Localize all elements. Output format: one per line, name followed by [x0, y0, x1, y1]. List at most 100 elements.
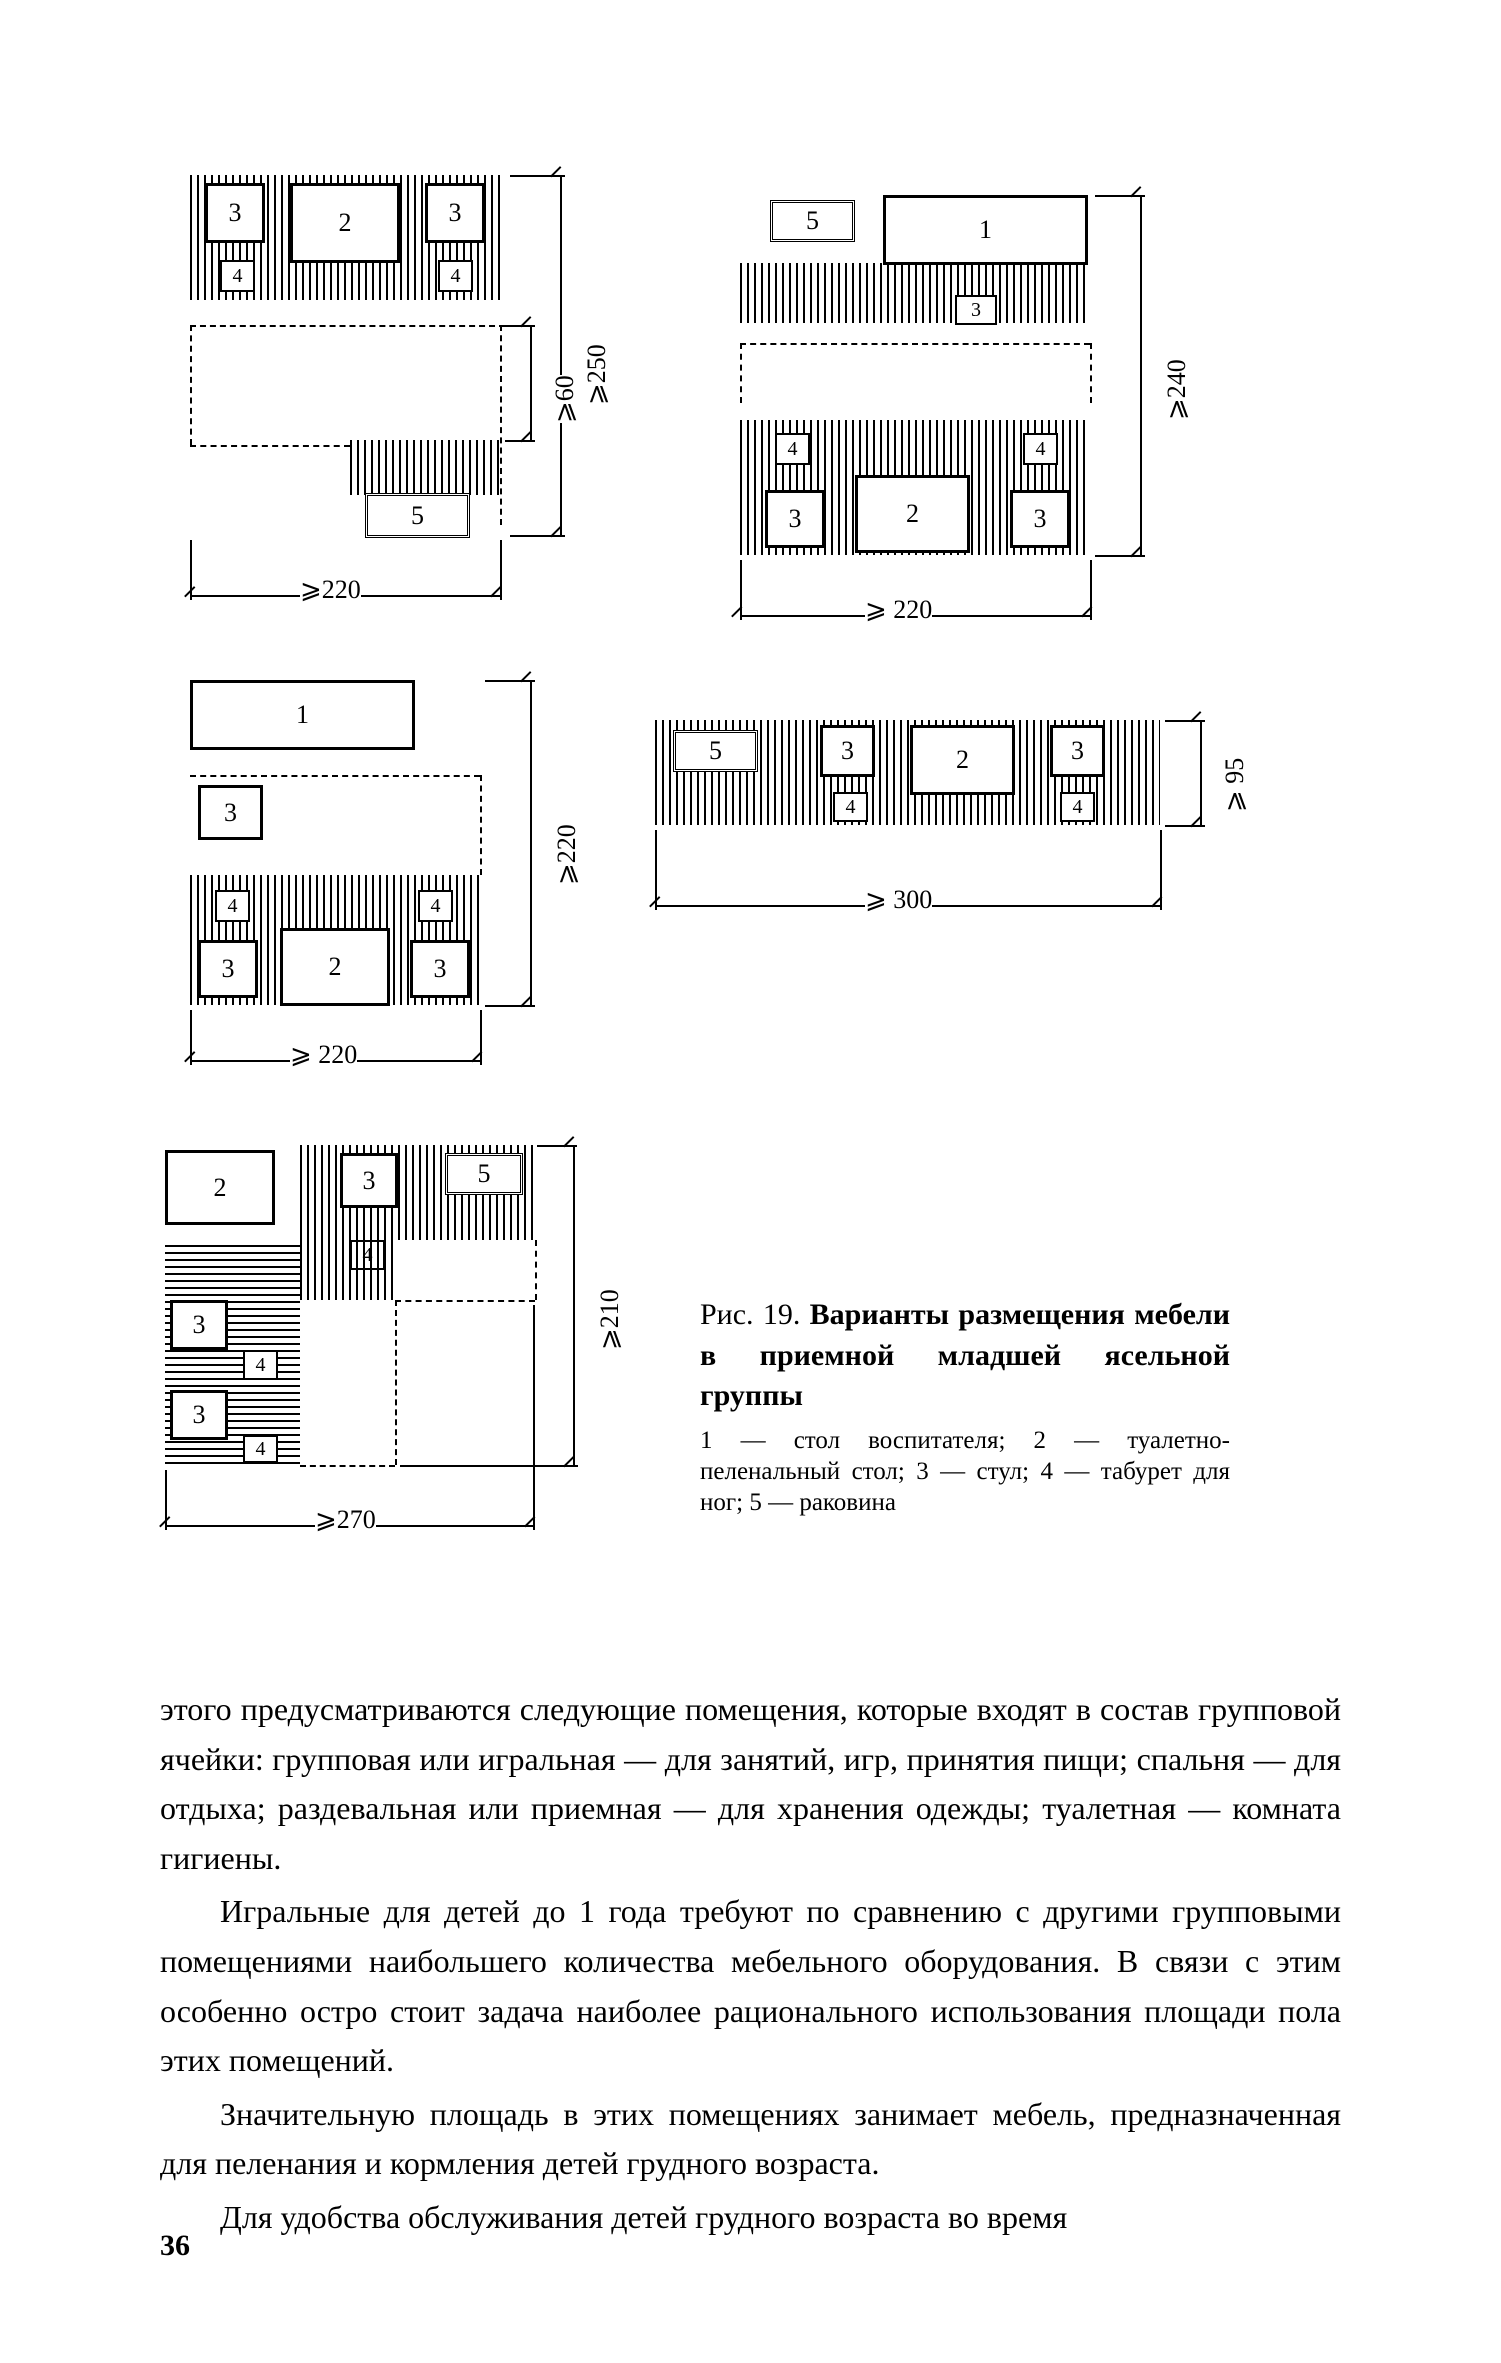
- dim-ext: [500, 540, 502, 600]
- item-1: 1: [883, 195, 1088, 265]
- dim-w220: ⩾220: [300, 575, 361, 605]
- dim-line: [530, 325, 532, 440]
- item-2: 2: [855, 475, 970, 553]
- dim-closure: [520, 316, 540, 336]
- item-label: 3: [1034, 504, 1047, 534]
- item-label: 4: [451, 265, 461, 288]
- page-number: 36: [160, 2229, 190, 2263]
- item-label: 5: [478, 1159, 491, 1189]
- paragraph: Для удобства обслуживания детей грудного…: [160, 2193, 1341, 2243]
- paragraph: этого предусматриваются следующие помеще…: [160, 1685, 1341, 1883]
- item-label: 3: [449, 198, 462, 228]
- item-3: 3: [765, 490, 825, 548]
- item-label: 3: [222, 954, 235, 984]
- dash-line: [535, 1240, 537, 1300]
- item-4: 4: [220, 260, 255, 292]
- item-4: 4: [438, 260, 473, 292]
- item-label: 4: [788, 438, 798, 461]
- panel-d: 5 1 3 4 4 3 2 3 ⩾ 220 ⩾240: [715, 195, 1185, 670]
- dim-closure: [520, 996, 540, 1016]
- item-label: 4: [1036, 438, 1046, 461]
- paragraph: Игральные для детей до 1 года требуют по…: [160, 1887, 1341, 2085]
- dim-h220: ⩾220: [552, 824, 582, 885]
- dim-closure: [563, 1456, 583, 1476]
- dim-closure: [184, 1051, 204, 1071]
- dim-line: [573, 1145, 575, 1465]
- panel-c: 2 3 5 4 3 4 3 4 ⩾270 ⩾210: [165, 1145, 595, 1555]
- item-1: 1: [190, 680, 415, 750]
- dash-line: [395, 1300, 397, 1465]
- item-label: 1: [296, 700, 309, 730]
- dim-line: [560, 175, 562, 535]
- panel-b: 1 3 4 4 3 2 3 ⩾ 220 ⩾220: [190, 680, 560, 1080]
- item-4: 4: [1023, 433, 1058, 465]
- dash-line: [190, 325, 505, 327]
- item-label: 4: [846, 796, 856, 819]
- item-label: 3: [363, 1166, 376, 1196]
- dim-closure: [731, 606, 751, 626]
- dim-closure: [1151, 896, 1171, 916]
- item-label: 3: [193, 1310, 206, 1340]
- item-4: 4: [243, 1350, 278, 1380]
- dim-w270: ⩾270: [315, 1505, 376, 1535]
- dim-closure: [550, 526, 570, 546]
- dim-w220: ⩾ 220: [290, 1040, 357, 1070]
- page: 3 2 3 4 4 5 ⩾220 ⩾250 ⩾60: [0, 0, 1501, 2363]
- item-label: 5: [806, 206, 819, 236]
- dash-line: [500, 325, 502, 525]
- item-label: 4: [256, 1354, 266, 1377]
- item-label: 1: [979, 215, 992, 245]
- body-text: этого предусматриваются следующие помеще…: [160, 1685, 1341, 2247]
- panel-a: 3 2 3 4 4 5 ⩾220 ⩾250 ⩾60: [190, 175, 560, 615]
- item-4: 4: [833, 792, 868, 822]
- figure-caption: Рис. 19. Варианты размещения мебели в пр…: [700, 1295, 1230, 1518]
- item-label: 3: [841, 736, 854, 766]
- dim-closure: [550, 166, 570, 186]
- panel-e: 5 3 2 3 4 4 ⩾ 300 ⩾ 95: [655, 720, 1235, 980]
- item-3: 3: [410, 940, 470, 998]
- item-label: 2: [214, 1173, 227, 1203]
- dash-line: [740, 343, 742, 403]
- dash-line: [480, 775, 482, 875]
- dim-closure: [1190, 711, 1210, 731]
- paragraph: Значительную площадь в этих помещениях з…: [160, 2090, 1341, 2189]
- item-label: 3: [193, 1400, 206, 1430]
- dim-closure: [1081, 606, 1101, 626]
- dash-line: [1090, 343, 1092, 403]
- figure-legend: 1 — стол воспитателя; 2 — туалетно-пелен…: [700, 1425, 1230, 1519]
- item-3: 3: [1050, 725, 1105, 777]
- dim-h240: ⩾240: [1162, 359, 1192, 420]
- item-3: 3: [820, 725, 875, 777]
- item-label: 4: [256, 1438, 266, 1461]
- hatch: [740, 263, 1090, 323]
- item-3: 3: [170, 1300, 228, 1350]
- item-5: 5: [445, 1153, 523, 1195]
- item-label: 5: [411, 501, 424, 531]
- item-4: 4: [243, 1435, 278, 1463]
- item-3: 3: [1010, 490, 1070, 548]
- dim-line: [530, 680, 532, 1005]
- dim-ext: [400, 1465, 578, 1467]
- item-3: 3: [198, 940, 258, 998]
- dim-line: [1140, 195, 1142, 555]
- item-label: 3: [789, 504, 802, 534]
- dim-closure: [524, 1516, 544, 1536]
- dim-closure: [520, 671, 540, 691]
- dash-line: [395, 1300, 535, 1302]
- item-3: 3: [955, 295, 997, 325]
- dim-closure: [1130, 186, 1150, 206]
- dim-w220: ⩾ 220: [865, 595, 932, 625]
- dim-w300: ⩾ 300: [865, 885, 932, 915]
- dim-closure: [520, 431, 540, 451]
- dash-line: [740, 343, 1090, 345]
- item-2: 2: [910, 725, 1015, 795]
- dim-h60: ⩾60: [550, 375, 580, 423]
- dim-closure: [471, 1051, 491, 1071]
- figure-number: Рис. 19.: [700, 1298, 800, 1331]
- item-label: 4: [431, 895, 441, 918]
- item-4: 4: [215, 890, 250, 922]
- item-2: 2: [280, 928, 390, 1006]
- item-label: 4: [228, 895, 238, 918]
- item-label: 3: [434, 954, 447, 984]
- item-label: 3: [1071, 736, 1084, 766]
